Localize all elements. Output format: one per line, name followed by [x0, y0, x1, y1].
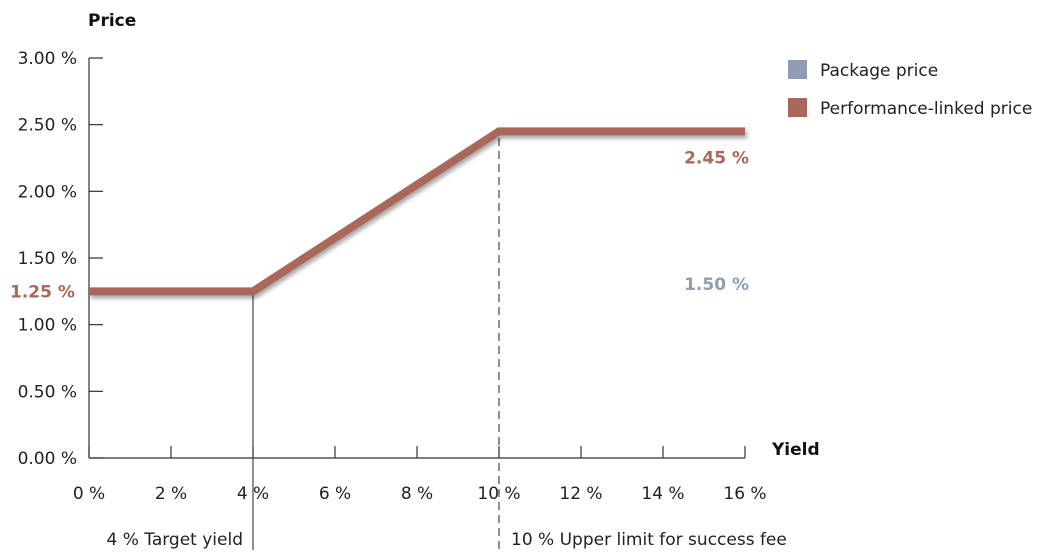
- x-tick-label: 2 %: [155, 484, 187, 504]
- y-tick-label: 0.50 %: [18, 382, 77, 402]
- x-tick-label: 8 %: [401, 484, 433, 504]
- x-tick-label: 0 %: [73, 484, 105, 504]
- legend-swatch: [788, 98, 807, 117]
- reference-annotation: 10 % Upper limit for success fee: [511, 530, 787, 550]
- y-tick-label: 1.50 %: [18, 249, 77, 269]
- y-tick-label: 2.50 %: [18, 116, 77, 136]
- reference-lines: 4 % Target yield 10 % Upper limit for suc…: [106, 138, 787, 550]
- value-labels: 1.50 % 2.45 % 1.25 %: [10, 148, 749, 302]
- y-tick-label: 0.00 %: [18, 449, 77, 469]
- y-tick-label: 1.00 %: [18, 316, 77, 336]
- performance-price-start-label: 1.25 %: [10, 282, 75, 302]
- x-tick-label: 16 %: [723, 484, 766, 504]
- x-tick-label: 6 %: [319, 484, 351, 504]
- x-axis-title: Yield: [771, 440, 820, 460]
- legend-label: Package price: [820, 61, 938, 81]
- series-line-performance-linked-price: [89, 127, 745, 296]
- series-lines: [89, 127, 745, 296]
- x-tick-label: 12 %: [559, 484, 602, 504]
- package-price-end-label: 1.50 %: [684, 275, 749, 295]
- reference-annotation: 4 % Target yield: [106, 530, 243, 550]
- performance-price-end-label: 2.45 %: [684, 148, 749, 168]
- y-tick-label: 3.00 %: [18, 49, 77, 69]
- axes: 0.00 % 0.50 % 1.00 % 1.50 % 2.00 % 2.50 % 3.00…: [18, 11, 820, 504]
- legend-label: Performance-linked price: [820, 99, 1032, 119]
- legend: Package price Performance-linked price: [788, 60, 1032, 119]
- x-tick-label: 14 %: [641, 484, 684, 504]
- y-tick-label: 2.00 %: [18, 182, 77, 202]
- y-axis-title: Price: [88, 11, 136, 31]
- legend-swatch: [788, 60, 807, 79]
